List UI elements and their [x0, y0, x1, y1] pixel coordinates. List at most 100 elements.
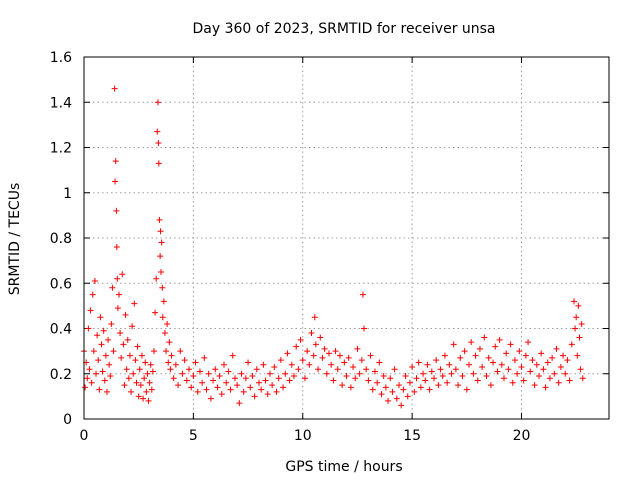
data-point	[177, 348, 184, 355]
data-point	[293, 343, 300, 350]
data-point	[126, 352, 133, 359]
data-point	[123, 366, 130, 373]
data-point	[188, 384, 195, 391]
data-point	[359, 291, 366, 298]
data-point	[91, 277, 98, 284]
data-point	[166, 339, 173, 346]
data-point	[234, 382, 241, 389]
data-point	[111, 85, 118, 92]
data-point	[201, 354, 208, 361]
data-point	[96, 386, 103, 393]
data-point	[308, 330, 315, 337]
data-point	[350, 363, 357, 370]
data-point	[304, 348, 311, 355]
data-point	[262, 377, 269, 384]
data-point	[108, 320, 115, 327]
data-point	[286, 377, 293, 384]
data-point	[315, 366, 322, 373]
data-point	[93, 370, 100, 377]
data-point	[525, 339, 532, 346]
data-point	[291, 373, 297, 380]
data-point	[247, 384, 254, 391]
data-point	[319, 354, 326, 361]
data-point	[466, 361, 472, 368]
data-point	[82, 384, 89, 391]
data-point	[501, 375, 507, 382]
data-point	[109, 284, 116, 291]
data-point	[503, 350, 510, 357]
axis-ticks: 0 5 10 15 20 0 0.2 0.4 0.6 0.8 1 1.2 1.4 1.6	[50, 50, 609, 444]
data-point	[431, 375, 437, 382]
data-point	[144, 370, 151, 377]
data-point	[165, 359, 172, 366]
data-point	[317, 334, 324, 341]
data-point	[413, 375, 420, 382]
data-point	[280, 384, 287, 391]
data-point	[221, 361, 227, 368]
data-point	[487, 382, 494, 389]
data-point	[223, 379, 230, 386]
data-point	[498, 361, 505, 368]
data-point	[154, 128, 161, 135]
data-point	[435, 382, 442, 389]
data-point	[334, 366, 341, 373]
data-point	[352, 375, 359, 382]
data-point	[426, 386, 433, 393]
data-point	[133, 379, 140, 386]
data-point	[452, 366, 459, 373]
data-point	[332, 348, 339, 355]
data-point	[470, 370, 477, 377]
data-point	[145, 397, 152, 404]
data-point	[132, 357, 139, 364]
data-point	[155, 160, 162, 167]
data-point	[441, 352, 448, 359]
data-point	[577, 366, 584, 373]
data-point	[527, 368, 534, 375]
data-point	[149, 368, 156, 375]
data-point	[345, 354, 352, 361]
data-point	[446, 361, 453, 368]
data-point	[203, 386, 210, 393]
data-point	[181, 357, 188, 364]
data-point	[128, 388, 135, 395]
data-point	[573, 314, 580, 321]
data-point	[575, 302, 582, 309]
y-tick-label: 0.4	[50, 322, 72, 338]
data-point	[455, 382, 462, 389]
data-points	[81, 85, 586, 409]
data-point	[284, 350, 291, 357]
data-point	[124, 336, 131, 343]
data-point	[474, 377, 481, 384]
data-point	[158, 268, 164, 275]
data-point	[121, 382, 128, 389]
data-point	[485, 354, 492, 361]
data-point	[159, 284, 166, 291]
data-point	[106, 361, 113, 368]
data-point	[361, 325, 367, 332]
data-point	[258, 386, 265, 393]
data-point	[555, 379, 562, 386]
data-point	[572, 325, 579, 332]
data-point	[120, 341, 127, 348]
data-point	[415, 359, 422, 366]
data-point	[505, 366, 512, 373]
data-point	[114, 305, 121, 312]
data-point	[424, 361, 431, 368]
data-point	[428, 368, 435, 375]
data-point	[95, 357, 102, 364]
data-point	[175, 382, 182, 389]
data-point	[433, 357, 440, 364]
data-point	[544, 359, 551, 366]
data-point	[295, 366, 302, 373]
x-axis-label: GPS time / hours	[285, 459, 402, 475]
data-point	[238, 370, 245, 377]
data-point	[354, 345, 361, 352]
data-point	[560, 352, 567, 359]
data-point	[163, 348, 170, 355]
data-point	[568, 341, 575, 348]
x-tick-label: 0	[80, 428, 89, 444]
data-point	[105, 336, 112, 343]
data-point	[492, 343, 499, 350]
data-point	[459, 373, 466, 380]
